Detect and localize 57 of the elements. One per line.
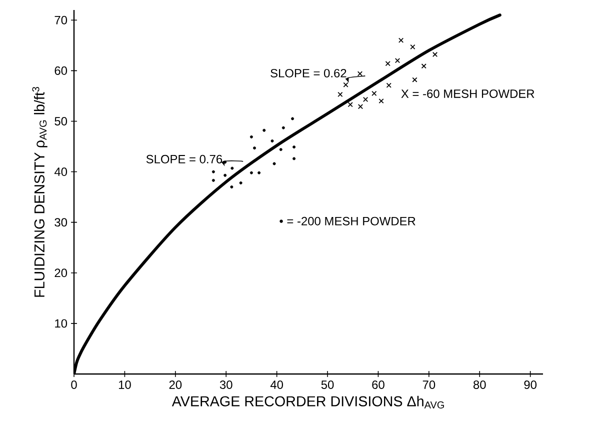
x-tick-label: 70 — [422, 380, 436, 389]
y-tick-label: 30 — [54, 218, 68, 227]
point — [258, 171, 261, 174]
x-axis-title: AVERAGE RECORDER DIVISIONS Δh$_{AVG}$ — [172, 396, 444, 408]
point — [250, 135, 253, 138]
annotation: • = -200 MESH POWDER — [280, 216, 416, 226]
y-tick-label: 50 — [54, 116, 68, 126]
x-tick-label: 0 — [71, 380, 77, 389]
point — [270, 139, 274, 142]
point — [292, 146, 296, 148]
point — [291, 117, 294, 120]
point — [410, 44, 416, 50]
point — [282, 126, 285, 130]
point — [239, 181, 242, 184]
annotation: SLOPE = 0.76 — [146, 154, 222, 164]
point — [262, 128, 266, 132]
point — [212, 170, 215, 174]
point — [212, 178, 215, 182]
point — [394, 58, 400, 64]
point — [421, 64, 426, 69]
point — [279, 148, 282, 152]
point — [250, 171, 253, 174]
x-tick-label: 90 — [524, 380, 537, 389]
x-tick-label: 50 — [321, 380, 334, 389]
point — [385, 61, 390, 66]
point — [398, 38, 404, 43]
point — [386, 82, 392, 88]
point — [378, 98, 384, 104]
y-axis-title: FLUIDIZING DENSITY ρ$_{AVG}$ lb/ft$^{3}$ — [32, 86, 48, 297]
point — [272, 162, 276, 166]
annotation: X = -60 MESH POWDER — [401, 89, 534, 98]
point — [358, 104, 364, 110]
x-tick-label: 80 — [473, 380, 486, 389]
point — [338, 92, 343, 97]
x-tick-label: 10 — [118, 380, 131, 389]
point — [253, 146, 256, 150]
x-tick-label: 20 — [169, 380, 182, 389]
x-tick-label: 30 — [220, 380, 232, 389]
annotation: SLOPE = 0.62 — [270, 68, 346, 78]
point — [362, 96, 368, 102]
point — [224, 160, 227, 164]
point — [230, 166, 234, 170]
y-tick-label: 40 — [54, 168, 68, 176]
point — [348, 102, 353, 108]
x-tick-label: 60 — [372, 380, 384, 389]
point — [224, 174, 227, 177]
point — [292, 157, 296, 160]
y-tick-label: 60 — [54, 66, 68, 75]
point — [372, 90, 377, 96]
point — [412, 77, 418, 82]
y-tick-label: 10 — [55, 319, 68, 328]
y-tick-label: 20 — [54, 268, 68, 278]
y-tick-label: 70 — [54, 16, 68, 24]
x-tick-label: 40 — [270, 380, 283, 389]
point — [432, 52, 438, 58]
point — [343, 82, 348, 88]
point — [230, 185, 234, 188]
